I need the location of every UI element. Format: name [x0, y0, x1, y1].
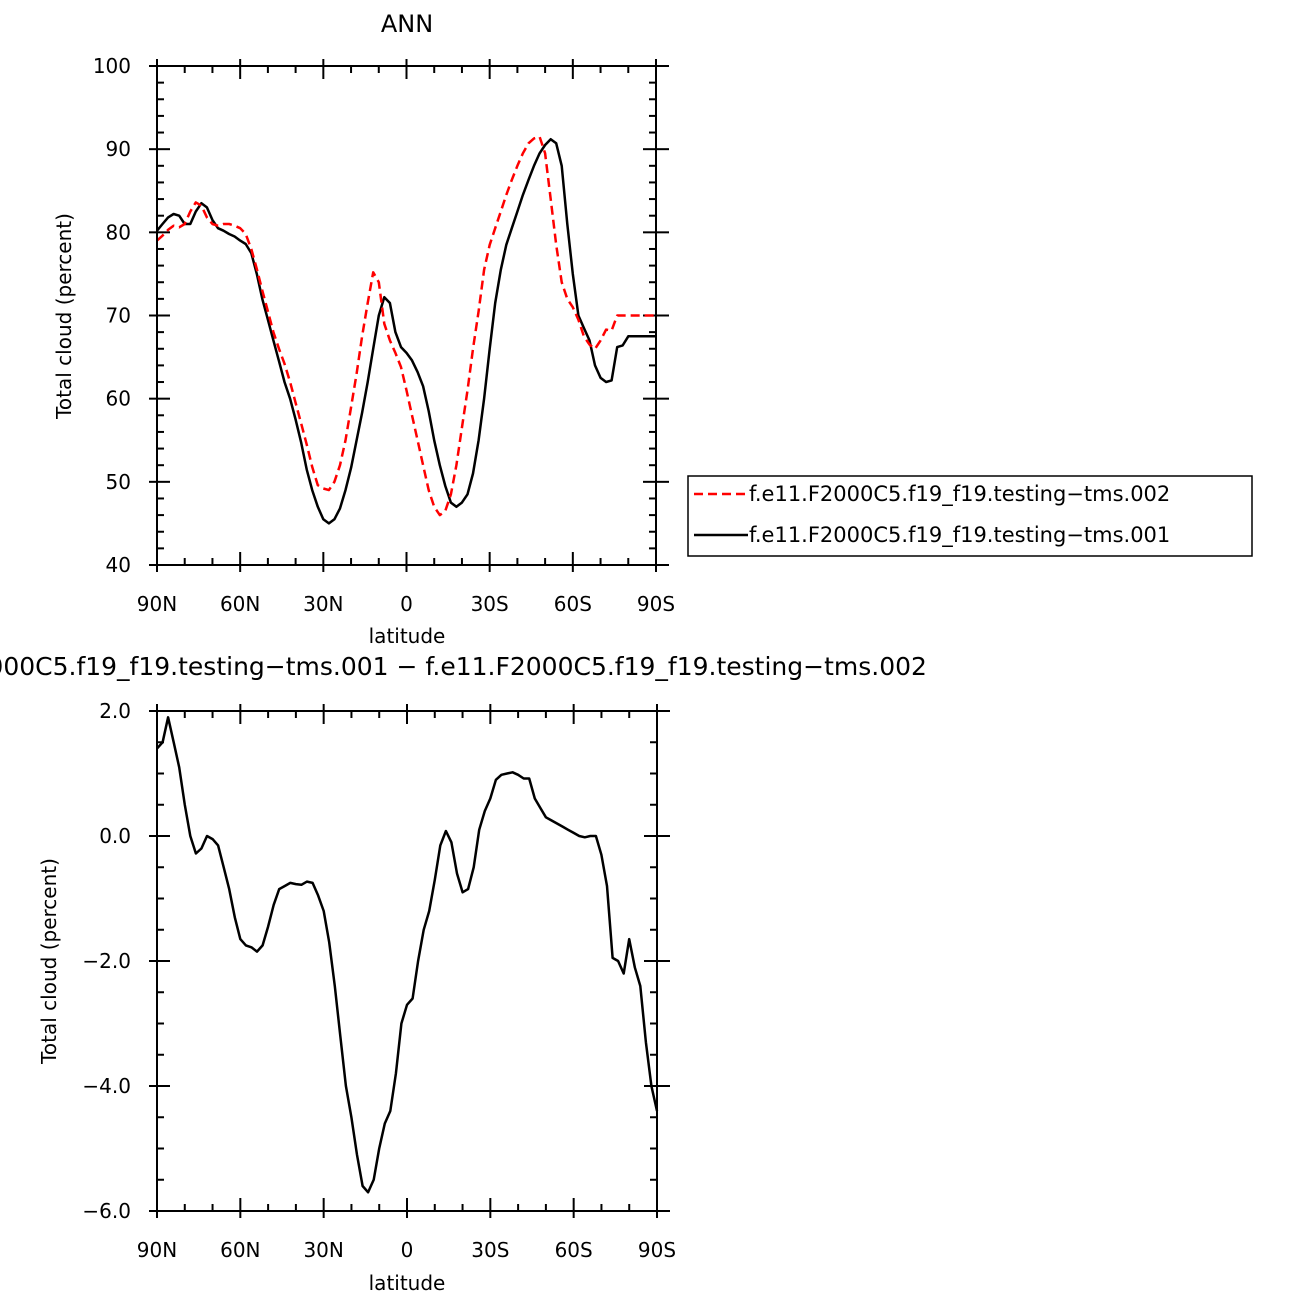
bottom-y-axis-label: Total cloud (percent)	[37, 858, 61, 1065]
y-tick-label: 60	[106, 387, 131, 411]
x-tick-label: 60S	[554, 592, 592, 616]
x-tick-label: 30S	[471, 592, 509, 616]
y-tick-label: 40	[106, 553, 131, 577]
bottom-series-lines	[156, 716, 659, 1194]
series-line-1	[156, 135, 656, 517]
bottom-y-tick-labels: −6.0 −4.0 −2.0 0.0 2.0	[82, 699, 131, 1223]
bottom-ticks	[149, 704, 670, 1218]
x-tick-label: 90N	[137, 592, 177, 616]
x-tick-label: 0	[400, 592, 413, 616]
x-tick-label: 90S	[637, 592, 675, 616]
legend: f.e11.F2000C5.f19_f19.testing−tms.002 f.…	[687, 475, 1253, 557]
y-tick-label: −4.0	[82, 1074, 131, 1098]
y-tick-label: 50	[106, 470, 131, 494]
x-tick-label: 90S	[638, 1238, 676, 1262]
legend-label-series-2: f.e11.F2000C5.f19_f19.testing−tms.001	[749, 523, 1170, 548]
y-tick-label: 2.0	[99, 699, 131, 723]
top-y-tick-labels: 40 50 60 70 80 90 100	[93, 54, 131, 577]
bottom-chart: f.e11.F2000C5.f19_f19.testing−tms.001 − …	[0, 652, 927, 1295]
x-tick-label: 0	[401, 1238, 414, 1262]
y-tick-label: 80	[106, 220, 131, 244]
x-tick-label: 30N	[303, 592, 343, 616]
x-tick-label: 60N	[220, 1238, 260, 1262]
top-plot-frame	[156, 65, 657, 566]
bottom-x-tick-labels: 90N 60N 30N 0 30S 60S 90S	[137, 1238, 676, 1262]
bottom-x-axis-label: latitude	[369, 1271, 446, 1295]
x-tick-label: 90N	[137, 1238, 177, 1262]
x-tick-label: 60N	[220, 592, 260, 616]
legend-box	[687, 475, 1253, 557]
top-y-axis-label: Total cloud (percent)	[52, 213, 76, 420]
x-tick-label: 60S	[555, 1238, 593, 1262]
x-tick-label: 30N	[303, 1238, 343, 1262]
bottom-chart-title: f.e11.F2000C5.f19_f19.testing−tms.001 − …	[0, 652, 927, 681]
top-series-lines	[156, 135, 656, 525]
y-tick-label: −6.0	[82, 1199, 131, 1223]
y-tick-label: 70	[106, 304, 131, 328]
y-tick-label: −2.0	[82, 949, 131, 973]
y-tick-label: 90	[106, 137, 131, 161]
top-ticks	[149, 59, 669, 572]
x-tick-label: 30S	[471, 1238, 509, 1262]
bottom-plot-frame	[156, 710, 658, 1212]
top-chart-title: ANN	[381, 10, 433, 38]
y-tick-label: 0.0	[99, 824, 131, 848]
top-x-axis-label: latitude	[369, 624, 446, 648]
top-x-tick-labels: 90N 60N 30N 0 30S 60S 90S	[137, 592, 675, 616]
top-chart: ANN 90N 60N 30N 0 30S 60S 90S 405060708090100 …	[52, 10, 675, 648]
y-tick-label: 100	[93, 54, 131, 78]
legend-label-series-1: f.e11.F2000C5.f19_f19.testing−tms.002	[749, 482, 1170, 507]
series-line-1	[156, 716, 659, 1194]
series-line-2	[156, 137, 656, 525]
